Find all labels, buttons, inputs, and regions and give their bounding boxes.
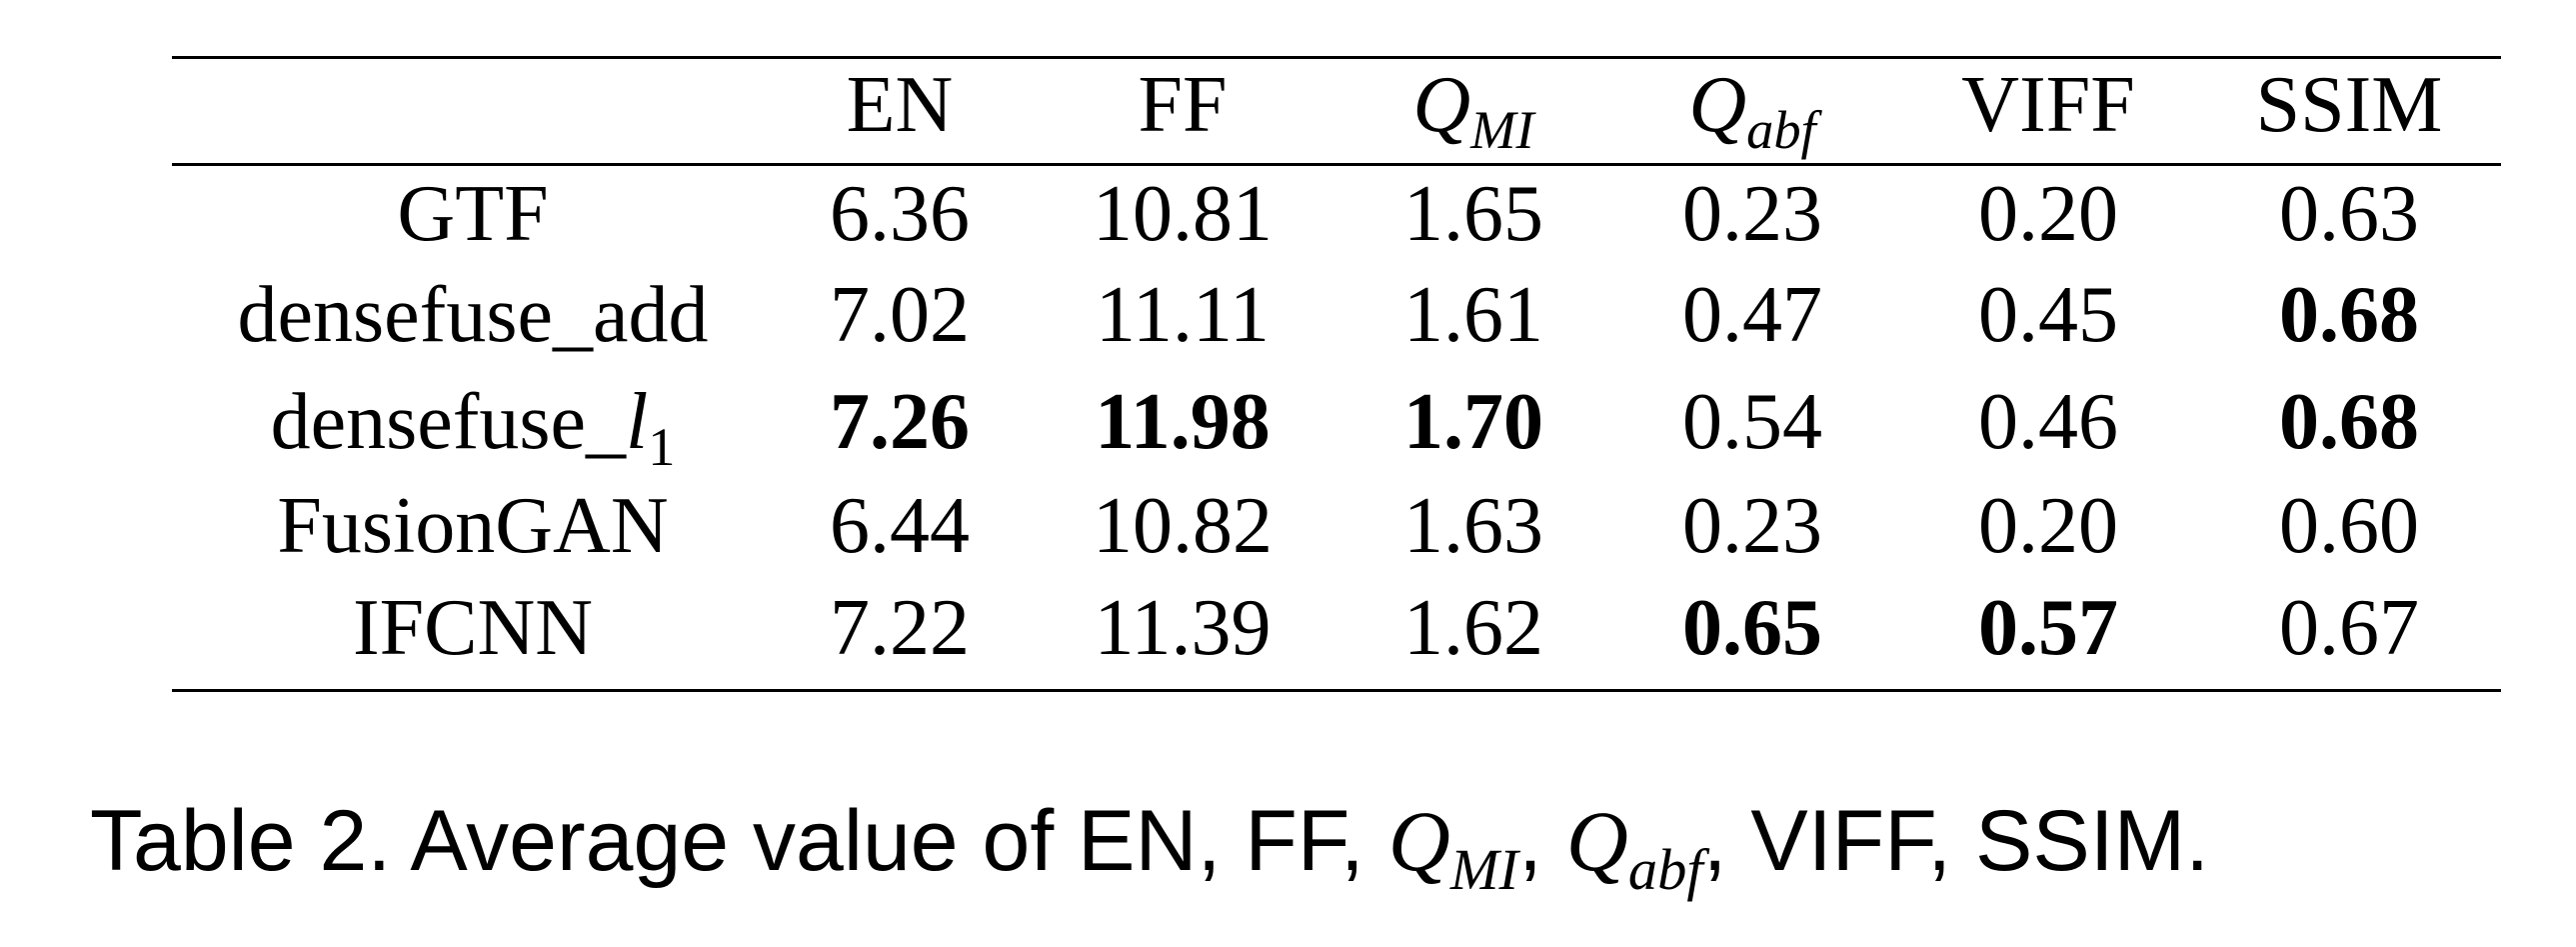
column-header: EN <box>846 61 954 149</box>
table-cell: 11.11 <box>1095 271 1271 359</box>
bottom-rule <box>172 689 2501 692</box>
text-segment: Q <box>1565 793 1628 889</box>
column-header: Qabf <box>1688 65 1815 158</box>
table-cell: 11.98 <box>1095 378 1271 466</box>
table-cell: 0.57 <box>1978 584 2118 672</box>
table-cell: 0.46 <box>1978 378 2118 466</box>
table-cell: 0.20 <box>1978 482 2118 570</box>
table-cell: 7.26 <box>830 378 970 466</box>
header-rule <box>172 163 2501 166</box>
table-cell: 0.23 <box>1682 482 1822 570</box>
column-header: FF <box>1138 61 1228 149</box>
text-segment: densefuse_ <box>270 378 626 466</box>
caption: Table 2. Average value of EN, FF, QMI, Q… <box>90 790 2210 902</box>
table-cell: 0.23 <box>1682 170 1822 258</box>
text-segment: abf <box>1746 100 1816 161</box>
text-segment: abf <box>1627 836 1703 902</box>
text-segment: l <box>626 378 649 466</box>
text-segment: , VIFF, SSIM. <box>1702 793 2210 889</box>
table-cell: 1.65 <box>1403 170 1543 258</box>
table-cell: 1.62 <box>1403 584 1543 672</box>
table-cell: 6.36 <box>830 170 970 258</box>
table-cell: 0.20 <box>1978 170 2118 258</box>
table-cell: 6.44 <box>830 482 970 570</box>
table-cell: 10.82 <box>1093 482 1273 570</box>
table-cell: 10.81 <box>1093 170 1273 258</box>
table-cell: 11.39 <box>1094 584 1272 672</box>
row-label: densefuse_add <box>237 271 709 359</box>
text-segment: Q <box>1688 61 1747 149</box>
column-header: VIFF <box>1961 61 2135 149</box>
row-label: densefuse_l1 <box>271 382 676 475</box>
table-cell: 1.63 <box>1403 482 1543 570</box>
table-cell: 0.45 <box>1978 271 2118 359</box>
text-segment: 1 <box>648 417 676 478</box>
table-cell: 0.68 <box>2279 378 2419 466</box>
text-segment: Table 2. Average value of EN, FF, <box>90 793 1388 889</box>
column-header: SSIM <box>2255 61 2443 149</box>
table-cell: 7.22 <box>830 584 970 672</box>
table-cell: 0.63 <box>2279 170 2419 258</box>
text-segment: , <box>1518 793 1566 889</box>
table-cell: 0.47 <box>1682 271 1822 359</box>
row-label: FusionGAN <box>277 482 669 570</box>
table-cell: 0.68 <box>2279 271 2419 359</box>
table-cell: 0.60 <box>2279 482 2419 570</box>
table-cell: 1.70 <box>1403 378 1543 466</box>
table-cell: 7.02 <box>830 271 970 359</box>
table-cell: 1.61 <box>1403 271 1543 359</box>
row-label: GTF <box>397 170 549 258</box>
top-rule <box>172 56 2501 59</box>
text-segment: Q <box>1387 793 1450 889</box>
row-label: IFCNN <box>352 584 594 672</box>
text-segment: MI <box>1449 836 1518 902</box>
column-header: QMI <box>1412 65 1533 158</box>
text-segment: MI <box>1470 100 1534 161</box>
table-cell: 0.54 <box>1682 378 1822 466</box>
table-cell: 0.67 <box>2279 584 2419 672</box>
table-cell: 0.65 <box>1682 584 1822 672</box>
text-segment: Q <box>1412 61 1471 149</box>
